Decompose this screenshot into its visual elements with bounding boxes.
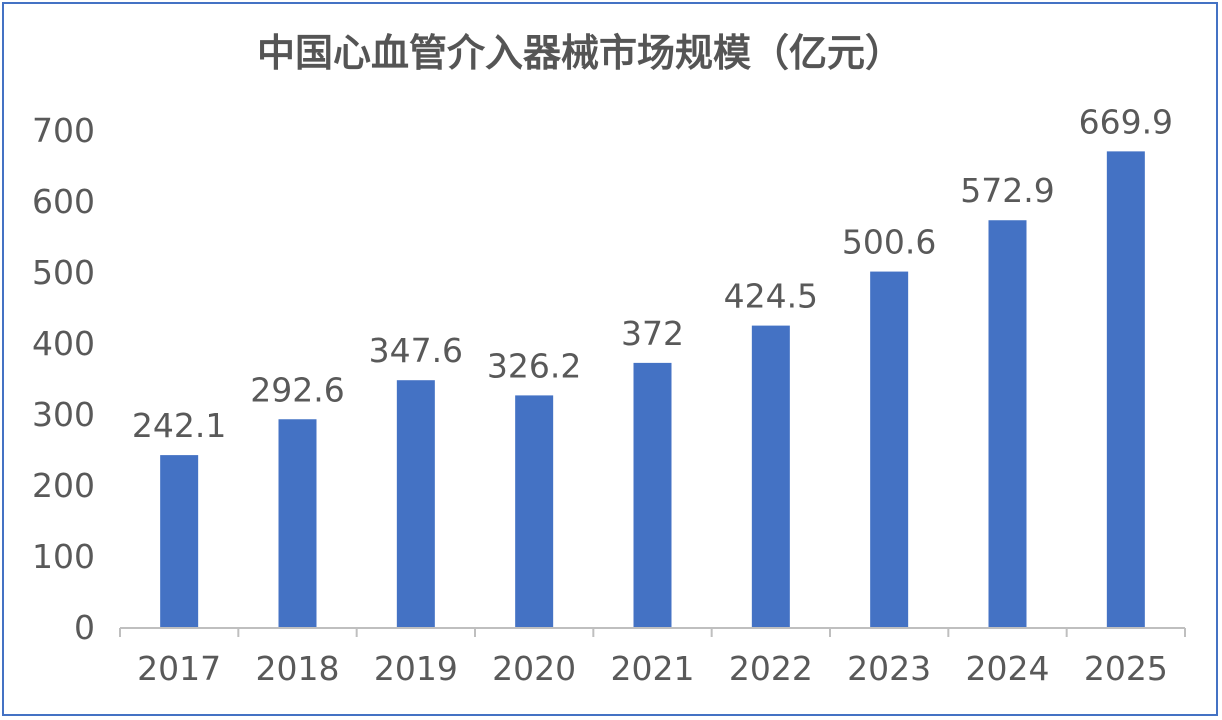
chart-title: 中国心血管介入器械市场规模（亿元） [257, 31, 903, 75]
data-label-2024: 572.9 [960, 171, 1054, 210]
y-axis-tick-labels: 0 100 200 300 400 500 600 700 [32, 111, 95, 647]
y-tick-label: 300 [32, 395, 95, 434]
y-tick-label: 400 [32, 324, 95, 363]
x-tick-label-2017: 2017 [137, 649, 221, 688]
bar-2024 [988, 220, 1027, 627]
bar-2017 [160, 455, 199, 627]
data-label-2019: 347.6 [369, 331, 463, 370]
x-tick-label-2018: 2018 [256, 649, 340, 688]
y-tick-label: 200 [32, 466, 95, 505]
x-tick-label-2022: 2022 [729, 649, 813, 688]
bar-2022 [751, 325, 790, 627]
x-tick-label-2023: 2023 [847, 649, 931, 688]
y-tick-label: 600 [32, 182, 95, 221]
y-tick-label: 100 [32, 537, 95, 576]
data-label-2022: 424.5 [724, 277, 818, 316]
y-tick-label: 700 [32, 111, 95, 150]
bar-2019 [396, 380, 435, 627]
x-tick-label-2021: 2021 [611, 649, 695, 688]
data-label-2018: 292.6 [250, 370, 344, 409]
data-labels: 242.1 292.6 347.6 326.2 372 424.5 500.6 572.9 66… [132, 102, 1173, 445]
x-axis-tick-labels: 2017 2018 2019 2020 2021 2022 2023 2024 2025 [137, 649, 1168, 688]
bar-2018 [278, 419, 317, 627]
x-tick-label-2024: 2024 [966, 649, 1050, 688]
data-label-2025: 669.9 [1079, 102, 1173, 141]
bar-2025 [1106, 151, 1145, 627]
bars [160, 151, 1145, 627]
bar-2023 [870, 271, 909, 627]
y-tick-label: 0 [74, 608, 95, 647]
data-label-2020: 326.2 [487, 346, 581, 385]
x-axis-tick-marks [119, 628, 1186, 637]
bar-2020 [515, 395, 554, 627]
x-tick-label-2019: 2019 [374, 649, 458, 688]
x-tick-label-2020: 2020 [492, 649, 576, 688]
x-tick-label-2025: 2025 [1084, 649, 1168, 688]
y-tick-label: 500 [32, 253, 95, 292]
data-label-2021: 372 [621, 314, 684, 353]
data-label-2023: 500.6 [842, 223, 936, 262]
data-label-2017: 242.1 [132, 406, 226, 445]
bar-2021 [633, 362, 672, 627]
